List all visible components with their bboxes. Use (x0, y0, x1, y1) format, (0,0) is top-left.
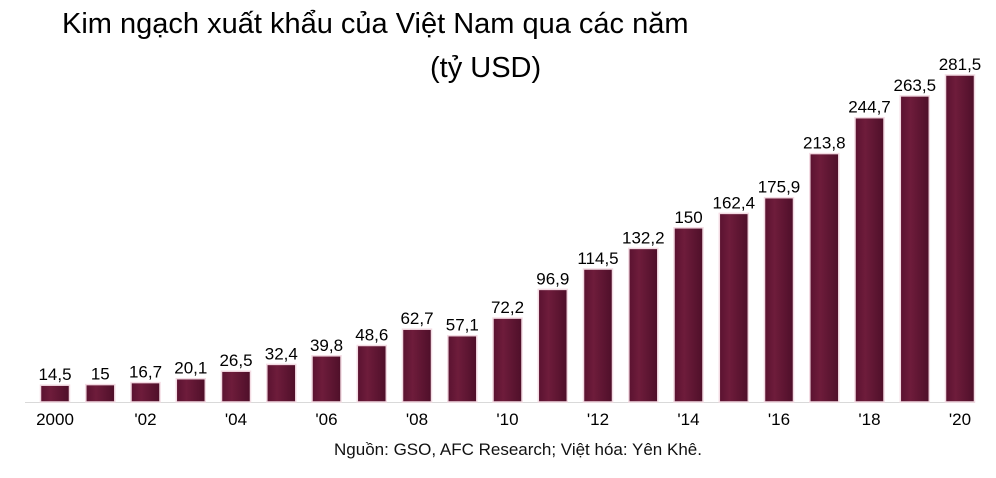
bar-2013 (629, 248, 658, 402)
value-label-2010: 72,2 (491, 298, 524, 317)
bar-2010 (493, 318, 522, 402)
value-label-2014: 150 (674, 208, 702, 227)
x-tick-label-2008: '08 (406, 410, 428, 429)
bar-2011 (538, 289, 567, 402)
bar-2020 (946, 75, 975, 402)
bar-2017 (810, 154, 839, 402)
value-label-2019: 263,5 (894, 76, 937, 95)
bar-2016 (765, 198, 794, 402)
value-label-2007: 48,6 (355, 326, 388, 345)
value-label-2018: 244,7 (848, 98, 891, 117)
value-label-2006: 39,8 (310, 336, 343, 355)
bar-2003 (176, 379, 205, 402)
x-tick-label-2004: '04 (225, 410, 247, 429)
bar-2007 (357, 346, 386, 403)
bar-2018 (855, 118, 884, 402)
value-label-2008: 62,7 (400, 309, 433, 328)
x-tick-label-2016: '16 (768, 410, 790, 429)
bar-2006 (312, 356, 341, 402)
bar-2015 (719, 213, 748, 402)
value-label-2001: 15 (91, 365, 110, 384)
value-label-2005: 32,4 (265, 344, 298, 363)
bar-2009 (448, 336, 477, 402)
bar-2012 (584, 269, 613, 402)
value-label-2003: 20,1 (174, 359, 207, 378)
x-tick-label-2018: '18 (858, 410, 880, 429)
x-tick-label-2000: 2000 (36, 410, 74, 429)
bar-2019 (900, 96, 929, 402)
source-note: Nguồn: GSO, AFC Research; Việt hóa: Yên … (0, 440, 996, 460)
value-label-2016: 175,9 (758, 178, 801, 197)
value-label-2013: 132,2 (622, 228, 665, 247)
value-label-2017: 213,8 (803, 134, 846, 153)
x-tick-label-2006: '06 (315, 410, 337, 429)
bar-2008 (403, 329, 432, 402)
bar-2004 (222, 371, 251, 402)
bar-2001 (86, 385, 115, 402)
bar-2000 (41, 385, 70, 402)
x-tick-label-2014: '14 (677, 410, 699, 429)
value-label-2020: 281,5 (939, 55, 982, 74)
x-tick-label-2020: '20 (949, 410, 971, 429)
bar-2014 (674, 228, 703, 402)
value-label-2015: 162,4 (713, 193, 756, 212)
value-label-2000: 14,5 (38, 365, 71, 384)
value-label-2011: 96,9 (536, 269, 569, 288)
x-tick-label-2012: '12 (587, 410, 609, 429)
value-label-2012: 114,5 (577, 249, 618, 268)
bar-2002 (131, 383, 160, 402)
bar-2005 (267, 364, 296, 402)
value-label-2004: 26,5 (219, 351, 252, 370)
value-label-2002: 16,7 (129, 363, 162, 382)
value-label-2009: 57,1 (446, 316, 479, 335)
x-tick-label-2002: '02 (134, 410, 156, 429)
x-tick-label-2010: '10 (496, 410, 518, 429)
